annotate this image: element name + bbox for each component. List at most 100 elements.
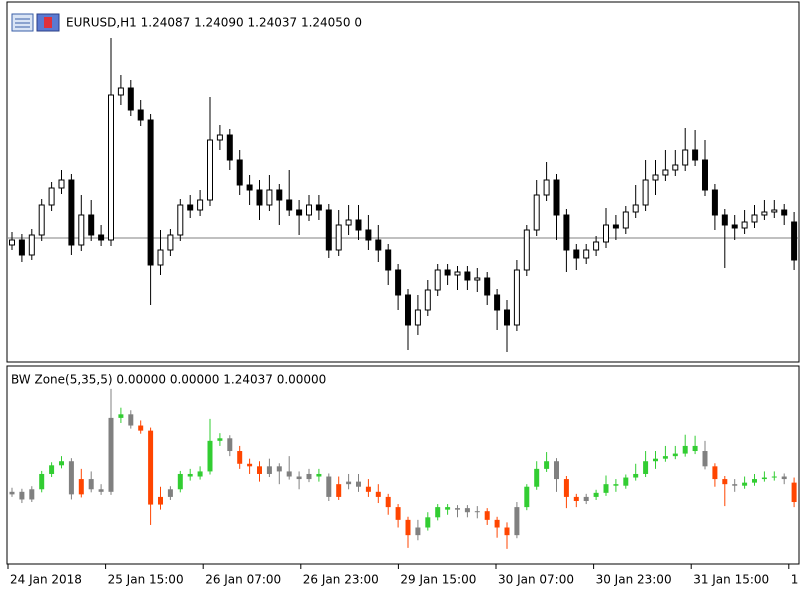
candle-body — [88, 214, 95, 236]
zone-body — [68, 461, 74, 495]
candle-body — [48, 187, 55, 206]
zone-body — [563, 479, 569, 497]
candle-body — [721, 214, 728, 226]
zone-body — [603, 484, 609, 493]
zone-body — [791, 482, 797, 503]
candle-body — [335, 224, 342, 251]
zone-body — [544, 461, 550, 469]
x-tick-label: 31 Jan 15:00 — [693, 573, 769, 587]
zone-body — [207, 440, 213, 472]
zone-body — [435, 507, 441, 518]
zone-body — [316, 473, 322, 477]
icon-detail — [44, 17, 52, 28]
candle-body — [523, 229, 530, 271]
candle-body — [405, 294, 411, 326]
candle-body — [484, 277, 491, 296]
candle-body — [395, 269, 402, 296]
zone-body — [247, 463, 253, 467]
candle-body — [78, 214, 85, 246]
zone-body — [356, 481, 361, 487]
zone-body — [118, 414, 124, 418]
zone-body — [771, 476, 777, 478]
window-icons — [11, 13, 60, 32]
candle-body — [642, 179, 649, 206]
zone-body — [742, 482, 748, 486]
x-tick-label: 26 Jan 07:00 — [205, 573, 281, 587]
candle-body — [18, 239, 25, 256]
zone-body — [9, 491, 15, 495]
candle-body — [108, 94, 114, 241]
candle-body — [632, 204, 639, 213]
candle-body — [513, 269, 520, 326]
zone-body — [217, 438, 223, 441]
chart-title: EURUSD,H1 1.24087 1.24090 1.24037 1.2405… — [66, 16, 362, 30]
candle-body — [375, 239, 382, 251]
candle-body — [117, 87, 124, 96]
zone-body — [395, 507, 401, 520]
zone-body — [296, 476, 302, 480]
candle-body — [286, 199, 293, 211]
candle-body — [702, 159, 708, 191]
candle-body — [266, 189, 273, 206]
zone-body — [781, 476, 787, 480]
zone-body — [336, 484, 342, 497]
zone-body — [573, 496, 579, 501]
candle-body — [583, 249, 590, 259]
zone-body — [128, 414, 134, 426]
zone-body — [712, 466, 718, 480]
candle-body — [424, 289, 431, 311]
candle-body — [28, 234, 35, 256]
zone-body — [732, 484, 738, 486]
zone-body — [534, 468, 540, 487]
candle-body — [58, 179, 65, 189]
zone-body — [78, 479, 84, 495]
zone-body — [554, 461, 559, 480]
candle-body — [355, 219, 362, 231]
candle-body — [504, 309, 510, 326]
zone-body — [672, 453, 678, 457]
zone-body — [662, 456, 668, 459]
zone-body — [425, 517, 431, 528]
zone-body — [167, 489, 173, 497]
zone-body — [326, 476, 332, 497]
x-tick-label: 30 Jan 23:00 — [596, 573, 672, 587]
zone-body — [484, 511, 490, 520]
zone-body — [158, 496, 163, 505]
indicator-title: BW Zone(5,35,5) 0.00000 0.00000 1.24037 … — [11, 373, 326, 387]
candle-body — [761, 211, 768, 216]
zone-body — [286, 471, 292, 477]
candle-body — [771, 209, 778, 213]
candle-body — [147, 119, 154, 266]
zone-body — [148, 430, 154, 505]
zone-body — [405, 519, 411, 536]
zone-body — [702, 451, 708, 467]
x-tick-label: 26 Jan 23:00 — [303, 573, 379, 587]
candle-body — [454, 271, 461, 276]
main-panel — [6, 1, 800, 363]
candle-body — [197, 199, 204, 211]
zone-body — [583, 496, 589, 501]
candle-body — [325, 209, 332, 251]
candle-body — [751, 214, 758, 223]
zone-body — [276, 466, 282, 472]
candle-body — [177, 204, 184, 236]
zone-body — [722, 479, 728, 485]
candle-body — [246, 184, 253, 191]
zone-body — [59, 461, 64, 466]
candle-body — [464, 271, 471, 281]
zone-body — [514, 507, 520, 536]
zone-body — [108, 417, 114, 492]
candle-body — [315, 204, 322, 211]
candle-body — [494, 294, 501, 311]
candle-body — [741, 221, 748, 229]
x-tick-label: 25 Jan 15:00 — [108, 573, 184, 587]
zone-body — [197, 471, 203, 477]
candle-body — [672, 164, 679, 171]
candle-body — [187, 204, 194, 211]
candle-body — [276, 189, 283, 201]
candle-body — [236, 159, 243, 186]
candle-body — [306, 204, 312, 216]
zone-body — [455, 508, 460, 510]
